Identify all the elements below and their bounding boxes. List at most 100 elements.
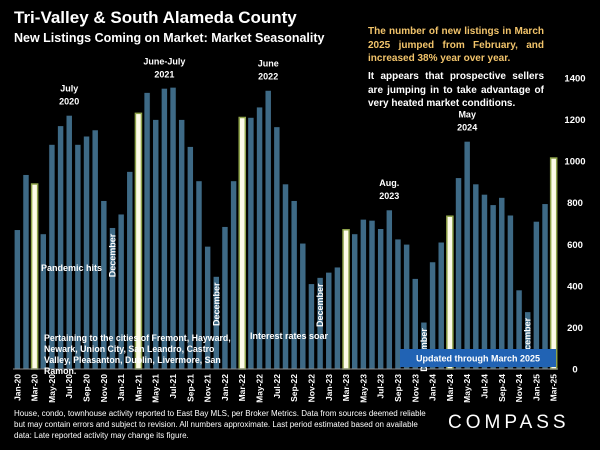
bar xyxy=(334,266,341,370)
bar xyxy=(282,183,289,370)
cities-note: Pertaining to the cities of Fremont, Hay… xyxy=(44,333,231,376)
x-tick-label: May-23 xyxy=(358,374,368,403)
x-tick-label: Sep-21 xyxy=(185,374,195,402)
bar xyxy=(455,177,462,370)
peak-annotation: Aug. xyxy=(379,178,399,188)
bar xyxy=(143,92,151,370)
bar xyxy=(360,219,367,370)
y-tick-label: 800 xyxy=(567,198,583,209)
highlight-bar xyxy=(30,183,39,370)
bar xyxy=(178,119,186,370)
december-label: December xyxy=(211,282,221,326)
x-tick-label: Nov-22 xyxy=(307,374,317,403)
y-tick-label: 1400 xyxy=(564,74,585,85)
x-tick-label: May-22 xyxy=(255,374,265,403)
december-label: December xyxy=(315,283,325,327)
bar xyxy=(533,221,540,370)
x-tick-label: Jul-21 xyxy=(168,374,178,399)
market-note: It appears that prospective sellers are … xyxy=(368,71,544,109)
highlight-bar xyxy=(446,215,454,370)
x-tick-label: Mar-20 xyxy=(30,374,40,402)
bar xyxy=(351,233,359,370)
compass-logo: COMPASS xyxy=(448,412,570,433)
x-tick-label: Nov-23 xyxy=(410,374,420,403)
peak-annotation: 2022 xyxy=(258,72,278,82)
x-tick-label: Mar-23 xyxy=(341,374,351,402)
y-tick-label: 1200 xyxy=(564,115,585,126)
bar xyxy=(489,204,497,370)
bar xyxy=(264,90,272,370)
bar xyxy=(299,242,307,370)
update-box-label: Updated through March 2025 xyxy=(416,354,540,364)
x-tick-label: Jan-20 xyxy=(12,374,22,401)
chart-subtitle: New Listings Coming on Market: Market Se… xyxy=(14,31,325,45)
highlight-bar xyxy=(134,112,143,370)
bar xyxy=(256,106,263,370)
bar xyxy=(152,119,160,370)
x-tick-label: Nov-24 xyxy=(514,374,524,403)
cities-note-line: Newark, Union City, San Leandro, Castro xyxy=(44,344,215,354)
x-tick-label: Jan-24 xyxy=(428,374,438,401)
bar xyxy=(230,180,237,370)
x-tick-label: Mar-24 xyxy=(445,374,455,402)
bar xyxy=(65,115,73,370)
peak-annotation: June-July xyxy=(143,56,185,66)
bar xyxy=(507,214,514,370)
highlight-note: The number of new listings in March 2025… xyxy=(368,26,544,64)
x-tick-label: Jul-24 xyxy=(480,374,490,399)
bar xyxy=(14,229,21,370)
cities-note-line: Valley, Pleasanton, Dublin, Livermore, S… xyxy=(44,355,221,365)
peak-annotation: 2020 xyxy=(59,96,79,106)
update-box xyxy=(400,349,556,367)
x-tick-label: Sep-23 xyxy=(393,374,403,402)
bar xyxy=(221,226,229,370)
x-tick-label: Nov-20 xyxy=(99,374,109,403)
x-tick-label: Nov-21 xyxy=(203,374,213,403)
peak-annotation: 2024 xyxy=(457,122,477,132)
bar xyxy=(472,183,480,370)
x-tick-label: Mar-22 xyxy=(237,374,247,402)
source-footnote: House, condo, townhouse activity reporte… xyxy=(14,409,426,440)
highlight-bar xyxy=(342,228,350,370)
y-tick-label: 1000 xyxy=(564,157,585,168)
bar xyxy=(325,272,333,370)
bar xyxy=(368,220,376,370)
y-tick-label: 0 xyxy=(572,365,577,376)
page-title: Tri-Valley & South Alameda County xyxy=(14,8,297,27)
bar xyxy=(498,197,506,370)
y-tick-label: 200 xyxy=(567,323,583,334)
peak-annotation: 2021 xyxy=(154,69,174,79)
bar xyxy=(385,209,393,370)
x-tick-label: Sep-22 xyxy=(289,374,299,402)
highlight-bar xyxy=(549,157,558,370)
x-tick-label: Jan-22 xyxy=(220,374,230,401)
cities-note-line: Pertaining to the cities of Fremont, Hay… xyxy=(44,333,231,343)
peak-annotation: 2023 xyxy=(379,191,399,201)
x-tick-label: May-20 xyxy=(47,374,57,403)
december-label: December xyxy=(108,233,118,277)
x-tick-label: Sep-20 xyxy=(82,374,92,402)
december-label: December xyxy=(523,317,533,361)
x-tick-label: May-21 xyxy=(151,374,161,403)
new-listings-bar-chart: 0 200 400 600 800 1000 1200 1400 Jan-20 Mar-20 May… xyxy=(12,56,585,403)
bar xyxy=(541,203,549,370)
x-tick-label: Jan-21 xyxy=(116,374,126,401)
x-tick-label: Jul-22 xyxy=(272,374,282,399)
bar xyxy=(22,174,30,370)
cities-note-line: Ramon. xyxy=(44,366,76,376)
x-tick-label: Mar-25 xyxy=(549,374,559,402)
bar xyxy=(377,228,384,370)
peak-annotation: July xyxy=(60,83,78,93)
interest-rates-callout: Interest rates soar xyxy=(250,331,329,341)
x-tick-label: May-24 xyxy=(462,374,472,403)
x-tick-label: Jan-23 xyxy=(324,374,334,401)
bar xyxy=(308,283,315,370)
highlight-bar xyxy=(238,116,247,370)
bar xyxy=(463,141,471,370)
y-tick-label: 400 xyxy=(567,281,583,292)
x-tick-label: Jul-20 xyxy=(64,374,74,399)
y-tick-label: 600 xyxy=(567,240,583,251)
peak-annotation: June xyxy=(258,59,279,69)
bar xyxy=(169,87,177,370)
x-tick-label: Jul-23 xyxy=(376,374,386,399)
